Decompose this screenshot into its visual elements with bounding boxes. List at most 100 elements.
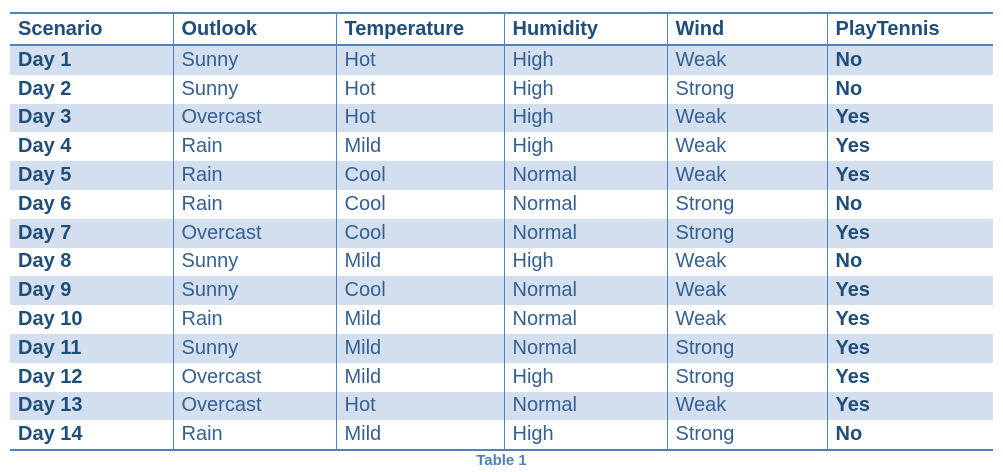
cell-outlook: Sunny	[172, 45, 336, 75]
cell-wind: Strong	[666, 74, 827, 104]
cell-scenario: Day 9	[10, 276, 173, 306]
cell-humidity: Normal	[503, 218, 667, 248]
cell-scenario: Day 6	[10, 189, 173, 219]
data-table-container: Scenario Outlook Temperature Humidity Wind Pl…	[10, 12, 993, 452]
cell-humidity: Normal	[503, 276, 667, 306]
column-header-playtennis: PlayTennis	[826, 12, 993, 46]
cell-humidity: High	[503, 132, 667, 162]
cell-scenario: Day 10	[10, 305, 173, 334]
cell-playtennis: Yes	[826, 132, 993, 162]
cell-playtennis: No	[826, 45, 993, 75]
cell-wind: Weak	[666, 305, 827, 334]
cell-wind: Weak	[666, 247, 827, 277]
cell-playtennis: No	[826, 74, 993, 104]
cell-humidity: Normal	[503, 391, 667, 421]
table-row: Day 6 Rain Cool Normal Strong No	[10, 189, 993, 219]
cell-wind: Strong	[666, 362, 827, 392]
cell-scenario: Day 5	[10, 161, 173, 190]
cell-scenario: Day 14	[10, 420, 173, 452]
cell-temperature: Mild	[335, 247, 504, 277]
table-row: Day 3 Overcast Hot High Weak Yes	[10, 103, 993, 133]
cell-outlook: Rain	[172, 305, 336, 334]
cell-temperature: Mild	[335, 132, 504, 162]
cell-temperature: Mild	[335, 305, 504, 334]
column-header-scenario: Scenario	[10, 12, 173, 46]
cell-playtennis: Yes	[826, 362, 993, 392]
cell-playtennis: Yes	[826, 218, 993, 248]
cell-outlook: Rain	[172, 132, 336, 162]
column-header-humidity: Humidity	[503, 12, 667, 46]
cell-outlook: Sunny	[172, 276, 336, 306]
table-header: Scenario Outlook Temperature Humidity Wind Pl…	[10, 12, 993, 46]
cell-outlook: Overcast	[172, 218, 336, 248]
table-row: Day 2 Sunny Hot High Strong No	[10, 74, 993, 104]
table-body: Day 1 Sunny Hot High Weak No Day 2 Sunny Hot High…	[10, 45, 993, 452]
cell-playtennis: Yes	[826, 333, 993, 363]
cell-wind: Weak	[666, 276, 827, 306]
cell-outlook: Overcast	[172, 362, 336, 392]
cell-humidity: High	[503, 74, 667, 104]
cell-playtennis: Yes	[826, 276, 993, 306]
play-tennis-table: Scenario Outlook Temperature Humidity Wind Pl…	[10, 12, 993, 452]
table-row: Day 1 Sunny Hot High Weak No	[10, 45, 993, 75]
cell-playtennis: No	[826, 247, 993, 277]
cell-wind: Weak	[666, 132, 827, 162]
column-header-outlook: Outlook	[172, 12, 336, 46]
column-header-temperature: Temperature	[335, 12, 504, 46]
cell-wind: Strong	[666, 189, 827, 219]
cell-scenario: Day 11	[10, 333, 173, 363]
cell-humidity: Normal	[503, 189, 667, 219]
cell-playtennis: Yes	[826, 103, 993, 133]
table-row: Day 4 Rain Mild High Weak Yes	[10, 132, 993, 162]
table-row: Day 5 Rain Cool Normal Weak Yes	[10, 161, 993, 190]
cell-humidity: Normal	[503, 161, 667, 190]
cell-wind: Strong	[666, 333, 827, 363]
cell-playtennis: No	[826, 189, 993, 219]
table-row: Day 10 Rain Mild Normal Weak Yes	[10, 305, 993, 334]
cell-wind: Strong	[666, 420, 827, 452]
cell-humidity: High	[503, 362, 667, 392]
cell-temperature: Mild	[335, 362, 504, 392]
table-row: Day 13 Overcast Hot Normal Weak Yes	[10, 391, 993, 421]
table-caption: Table 1	[476, 452, 527, 469]
cell-temperature: Mild	[335, 333, 504, 363]
cell-outlook: Rain	[172, 420, 336, 452]
cell-temperature: Cool	[335, 218, 504, 248]
cell-temperature: Hot	[335, 103, 504, 133]
cell-scenario: Day 7	[10, 218, 173, 248]
cell-scenario: Day 2	[10, 74, 173, 104]
cell-humidity: Normal	[503, 305, 667, 334]
column-header-wind: Wind	[666, 12, 827, 46]
cell-outlook: Sunny	[172, 333, 336, 363]
cell-humidity: High	[503, 247, 667, 277]
table-row: Day 12 Overcast Mild High Strong Yes	[10, 362, 993, 392]
cell-wind: Weak	[666, 391, 827, 421]
cell-playtennis: No	[826, 420, 993, 452]
cell-humidity: High	[503, 420, 667, 452]
cell-wind: Weak	[666, 45, 827, 75]
table-row: Day 9 Sunny Cool Normal Weak Yes	[10, 276, 993, 306]
table-row: Day 14 Rain Mild High Strong No	[10, 420, 993, 452]
cell-temperature: Cool	[335, 161, 504, 190]
cell-wind: Strong	[666, 218, 827, 248]
cell-scenario: Day 3	[10, 103, 173, 133]
cell-scenario: Day 12	[10, 362, 173, 392]
cell-outlook: Sunny	[172, 74, 336, 104]
cell-temperature: Hot	[335, 391, 504, 421]
table-row: Day 11 Sunny Mild Normal Strong Yes	[10, 333, 993, 363]
cell-wind: Weak	[666, 103, 827, 133]
cell-scenario: Day 1	[10, 45, 173, 75]
cell-humidity: Normal	[503, 333, 667, 363]
cell-playtennis: Yes	[826, 161, 993, 190]
cell-scenario: Day 13	[10, 391, 173, 421]
cell-scenario: Day 4	[10, 132, 173, 162]
cell-temperature: Hot	[335, 45, 504, 75]
cell-playtennis: Yes	[826, 305, 993, 334]
cell-scenario: Day 8	[10, 247, 173, 277]
cell-humidity: High	[503, 45, 667, 75]
cell-temperature: Mild	[335, 420, 504, 452]
cell-outlook: Rain	[172, 189, 336, 219]
cell-temperature: Hot	[335, 74, 504, 104]
cell-temperature: Cool	[335, 276, 504, 306]
cell-playtennis: Yes	[826, 391, 993, 421]
